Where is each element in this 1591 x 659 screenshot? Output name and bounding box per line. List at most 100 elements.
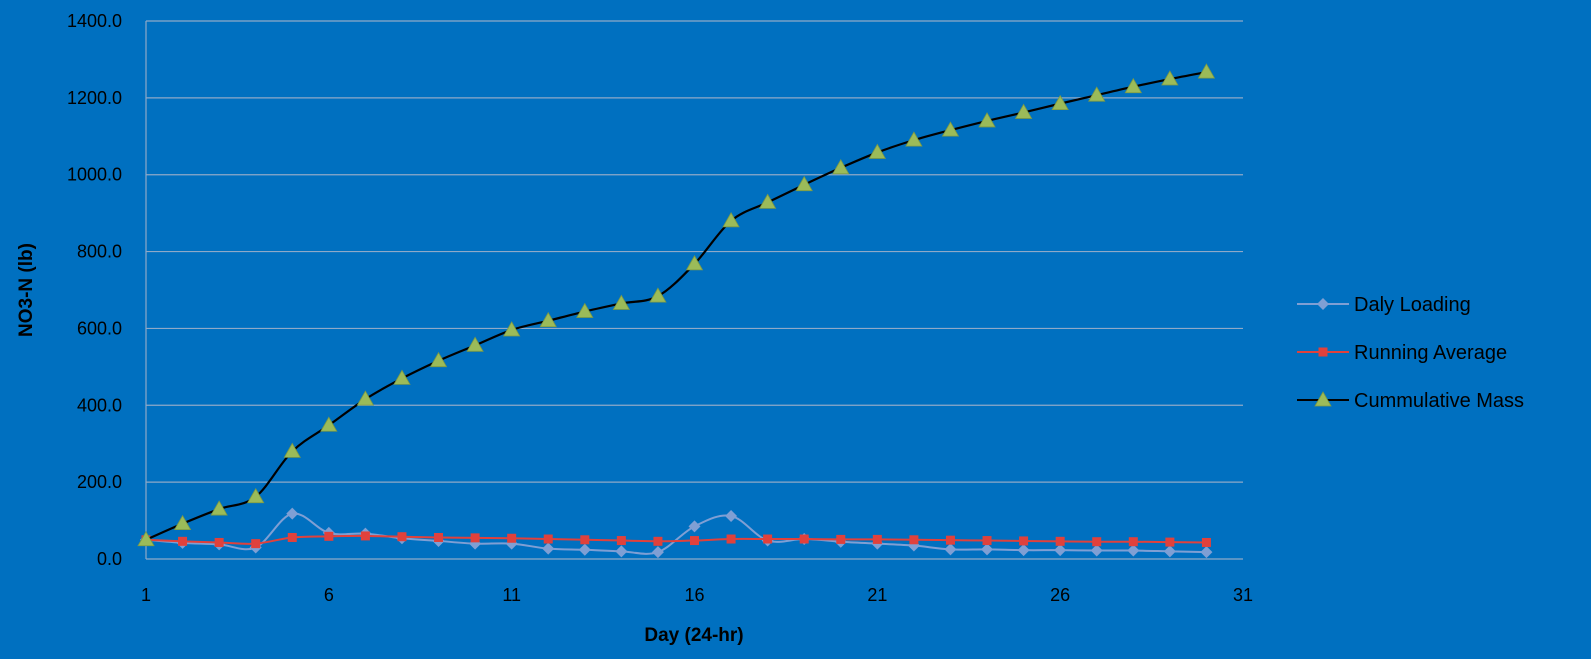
y-tick-labels: 0.0 200.0 400.0 600.0 800.0 1000.0 1200.0 1400.… (67, 11, 122, 569)
y-tick-label: 200.0 (77, 472, 122, 492)
data-point (1014, 103, 1033, 119)
data-point (502, 321, 521, 337)
data-point (685, 255, 704, 271)
data-point (1200, 546, 1213, 559)
data-point (1197, 63, 1216, 79)
data-point (868, 143, 887, 159)
data-point (178, 536, 188, 546)
data-point (247, 487, 265, 504)
y-tick-label: 400.0 (77, 395, 122, 415)
y-tick-label: 600.0 (77, 318, 122, 338)
data-point (1163, 545, 1176, 558)
data-point (539, 311, 557, 328)
data-point (649, 287, 667, 303)
data-point (1090, 544, 1103, 557)
data-point (214, 537, 224, 547)
data-point (1127, 544, 1140, 557)
x-tick-label: 26 (1050, 585, 1070, 605)
data-point (945, 535, 955, 545)
data-point (726, 534, 736, 544)
data-point (832, 158, 850, 175)
data-point (287, 532, 297, 542)
data-point (397, 532, 407, 542)
y-axis-title: NO3-N (lb) (16, 243, 37, 337)
data-point (470, 533, 480, 543)
data-point (799, 534, 809, 544)
data-point (795, 175, 813, 192)
data-point (978, 112, 996, 128)
data-point (982, 536, 992, 546)
y-tick-label: 1400.0 (67, 11, 122, 31)
data-point (1088, 86, 1106, 102)
legend-label: Running Average (1354, 342, 1507, 364)
series-line (145, 512, 1207, 555)
data-point (1201, 537, 1211, 547)
y-tick-label: 0.0 (97, 549, 122, 569)
data-point (909, 535, 919, 545)
data-point (758, 193, 777, 209)
data-point (576, 302, 594, 318)
series-line (145, 71, 1207, 541)
series-0 (140, 507, 1213, 559)
data-point (615, 545, 628, 558)
data-point (1055, 536, 1065, 546)
data-point (1165, 537, 1175, 547)
data-point (283, 442, 301, 458)
data-point (616, 536, 626, 546)
data-point (688, 520, 701, 533)
data-point (690, 536, 699, 546)
data-point (434, 532, 444, 542)
data-point (905, 131, 923, 147)
data-point (1051, 94, 1069, 111)
legend-marker (1318, 347, 1328, 357)
legend-label: Cummulative Mass (1354, 390, 1524, 412)
series-1 (141, 531, 1211, 549)
legend: Daly Loading Running Average Cummulative M… (1297, 294, 1524, 412)
data-point (507, 533, 517, 543)
legend-marker (1314, 391, 1332, 407)
data-point (941, 121, 960, 137)
x-tick-label: 21 (867, 585, 887, 605)
data-point (356, 390, 375, 406)
y-tick-label: 800.0 (77, 242, 122, 262)
data-point (578, 543, 591, 556)
data-point (981, 543, 994, 556)
x-tick-label: 6 (324, 585, 334, 605)
y-tick-label: 1200.0 (67, 88, 122, 108)
data-point (944, 543, 957, 556)
data-point (324, 531, 334, 541)
data-point (210, 500, 228, 516)
legend-entry: Daly Loading (1297, 294, 1471, 316)
data-point (1092, 537, 1102, 547)
y-tick-label: 1000.0 (67, 165, 122, 185)
legend-entry: Running Average (1297, 342, 1507, 364)
gridlines (146, 20, 1243, 483)
data-point (872, 534, 882, 544)
data-point (612, 294, 631, 310)
data-point (651, 546, 664, 559)
data-point (1019, 536, 1029, 546)
data-point (1054, 544, 1067, 557)
data-point (542, 542, 555, 555)
data-point (251, 539, 261, 549)
data-point (653, 536, 663, 546)
x-tick-label: 16 (684, 585, 704, 605)
x-tick-labels: 1 6 11 16 21 26 31 (141, 585, 1253, 605)
data-point (429, 351, 448, 368)
data-point (1124, 77, 1142, 94)
data-point (763, 534, 773, 544)
x-tick-label: 1 (141, 585, 151, 605)
plot-area (137, 63, 1216, 559)
legend-entry: Cummulative Mass (1297, 390, 1524, 412)
data-point (1161, 70, 1179, 86)
x-tick-label: 11 (502, 585, 521, 605)
series-2 (137, 63, 1216, 547)
data-point (466, 336, 484, 352)
x-tick-label: 31 (1233, 585, 1253, 605)
legend-label: Daly Loading (1354, 294, 1471, 316)
x-axis-title: Day (24-hr) (644, 625, 743, 646)
data-point (1017, 544, 1030, 557)
data-point (543, 534, 553, 544)
data-point (286, 507, 299, 520)
